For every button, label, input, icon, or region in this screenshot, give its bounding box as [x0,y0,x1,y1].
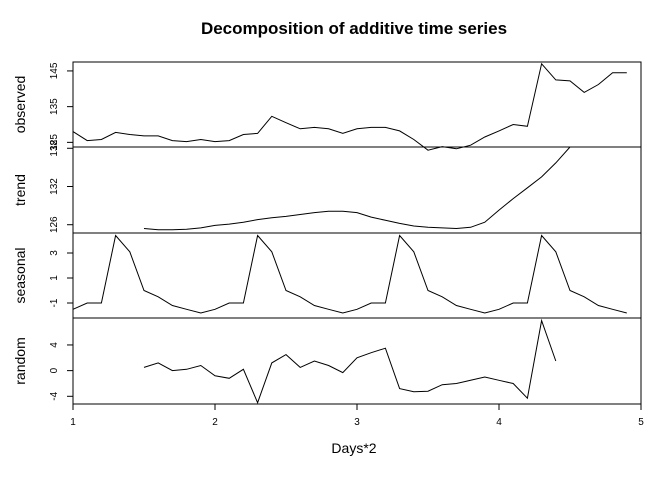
x-tick-label: 2 [212,417,218,428]
panel-trend: 126 132 138 trend [12,139,642,234]
observed-panel-label: observed [12,76,28,134]
trend-y-tick-label: 126 [49,216,60,233]
random-y-tick-label: 4 [49,342,60,348]
seasonal-frame [72,232,642,319]
observed-y-tick-label: 145 [49,62,60,79]
random-series-line [143,318,557,405]
seasonal-y-tick-label: -1 [49,298,60,307]
x-tick-label: 1 [70,417,76,428]
panel-seasonal: -1 1 3 seasonal [12,232,642,319]
x-tick-label: 5 [638,417,644,428]
observed-series-line [72,62,627,151]
x-tick-label: 3 [354,417,360,428]
x-axis: 1 2 3 4 5 [70,404,644,428]
panel-random: -4 0 4 random [12,317,642,405]
observed-y-tick-label: 135 [49,98,60,115]
trend-frame [72,146,642,234]
observed-y-tick-label: 125 [49,134,60,151]
observed-frame [72,61,642,148]
random-y-tick-label: 0 [49,367,60,373]
trend-panel-label: trend [12,174,28,206]
x-tick-label: 4 [496,417,502,428]
panel-observed: 125 135 145 observed [12,61,642,151]
panels: 125 135 145 observed 126 132 138 trend -1 1 3 seaso… [12,61,642,405]
seasonal-y-tick-label: 1 [49,275,60,281]
trend-y-tick-label: 138 [49,139,60,156]
x-axis-label: Days*2 [331,440,376,456]
trend-series-line [143,146,571,231]
seasonal-panel-label: seasonal [12,247,28,303]
trend-y-tick-label: 132 [49,178,60,195]
seasonal-series-line [72,234,627,314]
seasonal-y-tick-label: 3 [49,250,60,256]
random-panel-label: random [12,337,28,384]
random-y-tick-label: -4 [49,391,60,400]
chart-title: Decomposition of additive time series [201,19,507,38]
